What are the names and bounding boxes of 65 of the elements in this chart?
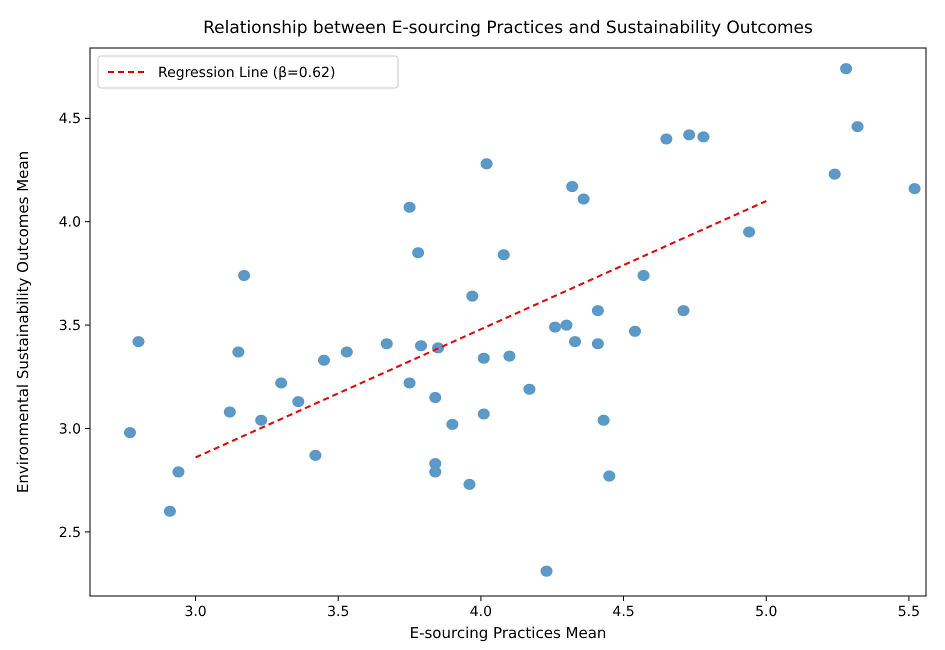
x-tick-label: 5.5 [898, 604, 920, 620]
point [478, 408, 490, 420]
point [309, 450, 322, 461]
point [683, 129, 696, 140]
y-tick-label: 4.5 [58, 111, 81, 128]
point [255, 414, 268, 426]
y-axis-title: Environmental Sustainability Outcomes Mean [14, 150, 32, 494]
point [908, 183, 921, 194]
point [677, 305, 690, 316]
point [828, 168, 841, 180]
point [498, 249, 510, 260]
point [340, 346, 353, 358]
point [466, 290, 478, 302]
point [429, 466, 442, 478]
y-tick-label: 2.5 [58, 524, 81, 541]
point [224, 406, 236, 418]
point [628, 326, 641, 337]
point [603, 470, 616, 482]
y-tick-label: 4.0 [58, 214, 81, 231]
point [638, 270, 650, 281]
point [232, 346, 244, 358]
point [592, 305, 604, 316]
point [540, 566, 553, 577]
point [164, 506, 176, 517]
point [172, 466, 184, 478]
point [292, 396, 304, 408]
point [840, 63, 852, 74]
x-axis-title: E-sourcing Practices Mean [410, 624, 606, 642]
point [569, 336, 582, 348]
point [523, 384, 536, 395]
legend-label: Regression Line (β=0.62) [158, 64, 336, 81]
point [275, 378, 288, 389]
point [480, 158, 493, 170]
y-tick-label: 3.0 [58, 421, 81, 438]
point [238, 270, 250, 281]
x-tick-label: 4.0 [470, 604, 492, 620]
x-tick-label: 3.5 [327, 604, 350, 620]
point [318, 354, 330, 366]
chart-title: Relationship between E-sourcing Practices and Sustainability Outcomes [203, 18, 814, 38]
x-tick-label: 4.5 [612, 604, 635, 620]
point [697, 131, 710, 142]
point [852, 121, 864, 132]
point [743, 226, 756, 238]
point [404, 378, 416, 389]
point [560, 320, 572, 331]
point [414, 340, 427, 352]
point [412, 247, 424, 258]
point [380, 338, 393, 350]
point [124, 427, 136, 438]
point [592, 338, 604, 350]
point [598, 414, 610, 426]
y-tick-label: 3.5 [58, 318, 81, 334]
point [578, 193, 590, 204]
x-tick-label: 5.0 [755, 604, 778, 620]
point [503, 350, 516, 362]
point [446, 418, 458, 430]
x-tick-label: 3.0 [184, 604, 207, 620]
point [463, 478, 476, 490]
point [132, 336, 145, 348]
point [660, 133, 672, 144]
point [478, 352, 490, 364]
point [549, 322, 562, 333]
point [566, 181, 578, 192]
point [404, 202, 416, 213]
point [429, 392, 442, 403]
